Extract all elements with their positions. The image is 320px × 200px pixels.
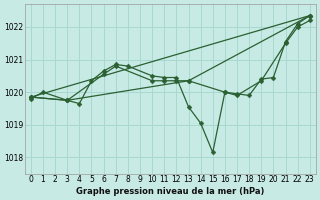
X-axis label: Graphe pression niveau de la mer (hPa): Graphe pression niveau de la mer (hPa) bbox=[76, 187, 265, 196]
